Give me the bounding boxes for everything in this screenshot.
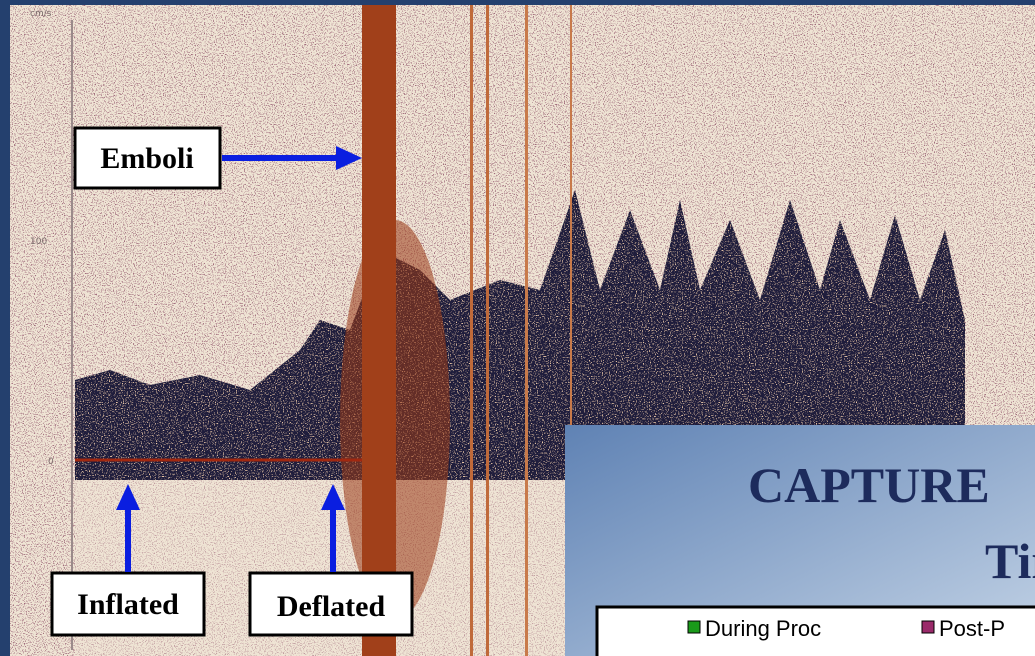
overlay-title: CAPTURE — [748, 457, 990, 513]
page: cm/s 100 0 Emboli Inflated Deflated CAPT… — [0, 0, 1035, 656]
annotation: Inflated — [77, 588, 179, 621]
legend-entry: During Proc — [705, 616, 821, 641]
stripe — [486, 5, 489, 656]
axis-label: 0 — [48, 457, 54, 467]
axis-label: cm/s — [30, 9, 52, 19]
slide: cm/s 100 0 Emboli Inflated Deflated CAPT… — [0, 0, 1035, 656]
stripe — [470, 5, 473, 656]
legend-entry: Post-P — [939, 616, 1005, 641]
annotation: Emboli — [100, 142, 193, 175]
emboli-stripe — [362, 5, 396, 656]
axis-label: 100 — [30, 237, 47, 247]
stripe — [525, 5, 528, 656]
legend-swatch — [688, 621, 700, 633]
annotation: Deflated — [277, 590, 386, 623]
overlay-title: Tin — [985, 533, 1035, 589]
legend-swatch — [922, 621, 934, 633]
